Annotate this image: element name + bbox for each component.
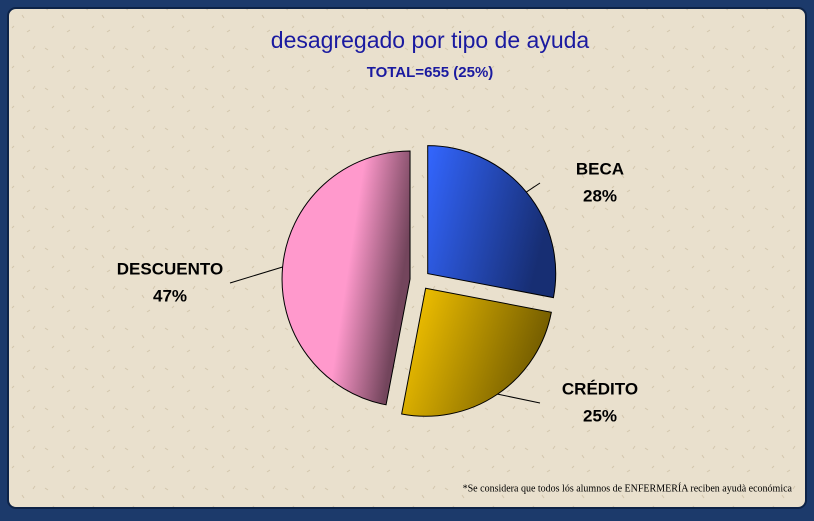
slice-value-label: 47% [153,286,187,305]
slice-label: DESCUENTO [117,259,223,278]
slice-label: CRÉDITO [562,379,638,398]
pie-slice [281,150,411,406]
leader-line [229,266,283,284]
chart-subtitle: TOTAL=655 (25%) [367,64,494,81]
slice-value-label: 28% [583,186,617,205]
slice-label: BECA [576,159,624,178]
pie-slice [427,145,557,299]
footnote: *Se considera que todos lós alumnos de E… [463,482,793,494]
slice-value-label: 25% [583,406,617,425]
leader-line [497,393,541,404]
leader-line [526,182,541,193]
chart-title: desagregado por tipo de ayuda [271,27,590,53]
